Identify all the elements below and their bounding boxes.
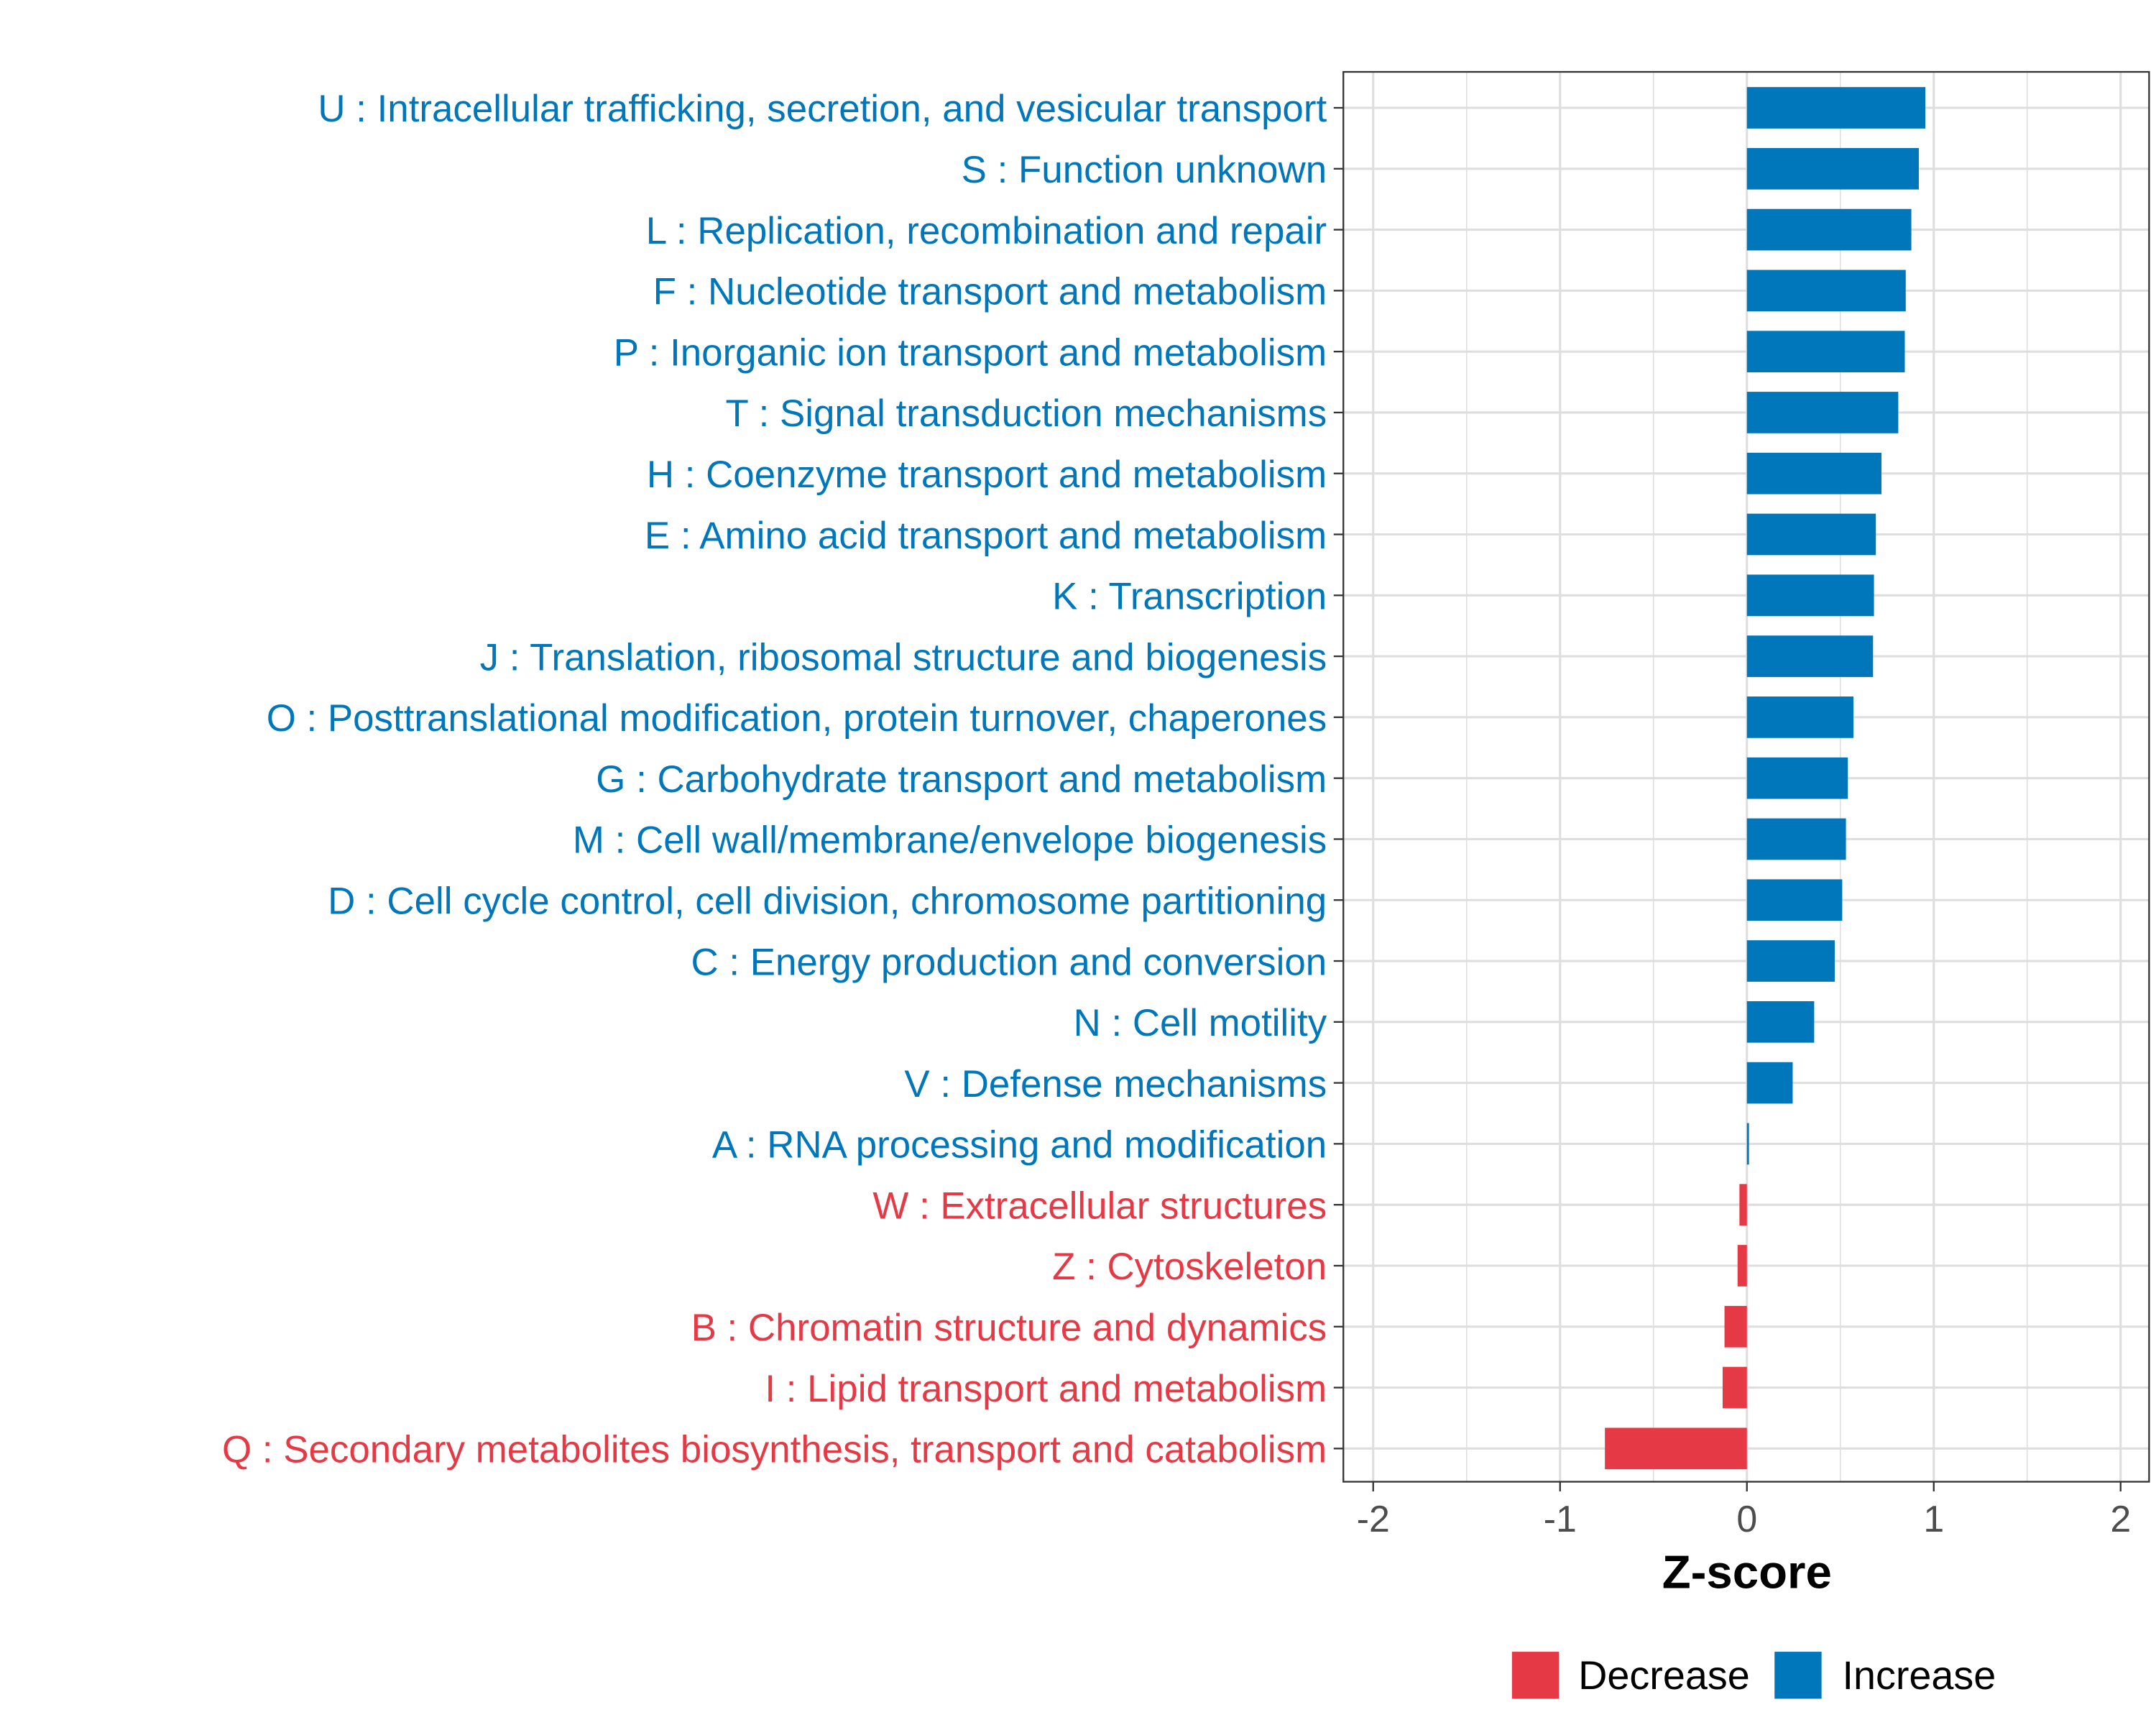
category-label: G : Carbohydrate transport and metabolis… [596,758,1327,801]
category-label: Z : Cytoskeleton [1052,1246,1327,1288]
category-labels: U : Intracellular trafficking, secretion… [222,88,1344,1471]
legend-swatch-decrease [1511,1652,1560,1699]
category-label: U : Intracellular trafficking, secretion… [318,88,1327,130]
category-label: E : Amino acid transport and metabolism [645,515,1327,557]
category-label: L : Replication, recombination and repai… [646,210,1327,252]
bar [1746,87,1926,129]
x-tick-label: -1 [1544,1499,1577,1540]
x-tick-label: 1 [1923,1499,1944,1540]
category-label: W : Extracellular structures [872,1184,1327,1227]
bar [1746,574,1874,617]
category-label: B : Chromatin structure and dynamics [691,1307,1327,1349]
legend-label-increase: Increase [1842,1653,1996,1698]
category-label: Q : Secondary metabolites biosynthesis, … [222,1429,1327,1471]
bar [1746,1000,1815,1043]
bar [1746,1123,1749,1165]
category-label: M : Cell wall/membrane/envelope biogenes… [573,819,1327,862]
bars [1605,87,1926,1470]
bar [1746,757,1848,799]
bar [1746,208,1912,251]
category-label: S : Function unknown [962,149,1327,191]
bar [1746,818,1846,860]
x-axis-title: Z-score [1662,1546,1832,1598]
category-label: J : Translation, ribosomal structure and… [480,636,1327,678]
bar [1746,635,1874,677]
category-label: T : Signal transduction mechanisms [726,392,1327,435]
bar [1746,270,1906,312]
category-label: N : Cell motility [1074,1002,1327,1044]
bar [1746,392,1899,433]
bar [1746,940,1835,982]
bar [1746,696,1853,738]
bar [1739,1184,1747,1226]
category-label: H : Coenzyme transport and metabolism [647,454,1327,496]
legend-label-decrease: Decrease [1578,1653,1750,1698]
x-tick-label: -2 [1357,1499,1390,1540]
bar [1737,1245,1747,1287]
category-label: A : RNA processing and modification [712,1124,1327,1167]
bar [1746,452,1881,494]
category-label: K : Transcription [1052,576,1327,618]
legend: Decrease Increase [1511,1652,1996,1699]
category-label: D : Cell cycle control, cell division, c… [328,880,1327,922]
bar [1746,331,1905,372]
category-label: C : Energy production and conversion [691,941,1327,983]
bar [1746,879,1843,921]
category-label: F : Nucleotide transport and metabolism [653,271,1327,313]
category-label: V : Defense mechanisms [904,1063,1327,1105]
bar [1724,1305,1747,1348]
x-tick-label: 2 [2110,1499,2131,1540]
bar [1746,513,1876,556]
category-label: I : Lipid transport and metabolism [765,1368,1327,1410]
category-label: O : Posttranslational modification, prot… [267,697,1327,740]
bar [1746,147,1919,190]
category-label: P : Inorganic ion transport and metaboli… [614,331,1327,374]
bar [1722,1366,1747,1409]
x-tick-label: 0 [1736,1499,1757,1540]
legend-swatch-increase [1774,1652,1822,1699]
x-axis-ticks: -2 -1 0 1 2 [1357,1481,2131,1540]
bar [1746,1062,1793,1104]
bar [1605,1427,1747,1470]
